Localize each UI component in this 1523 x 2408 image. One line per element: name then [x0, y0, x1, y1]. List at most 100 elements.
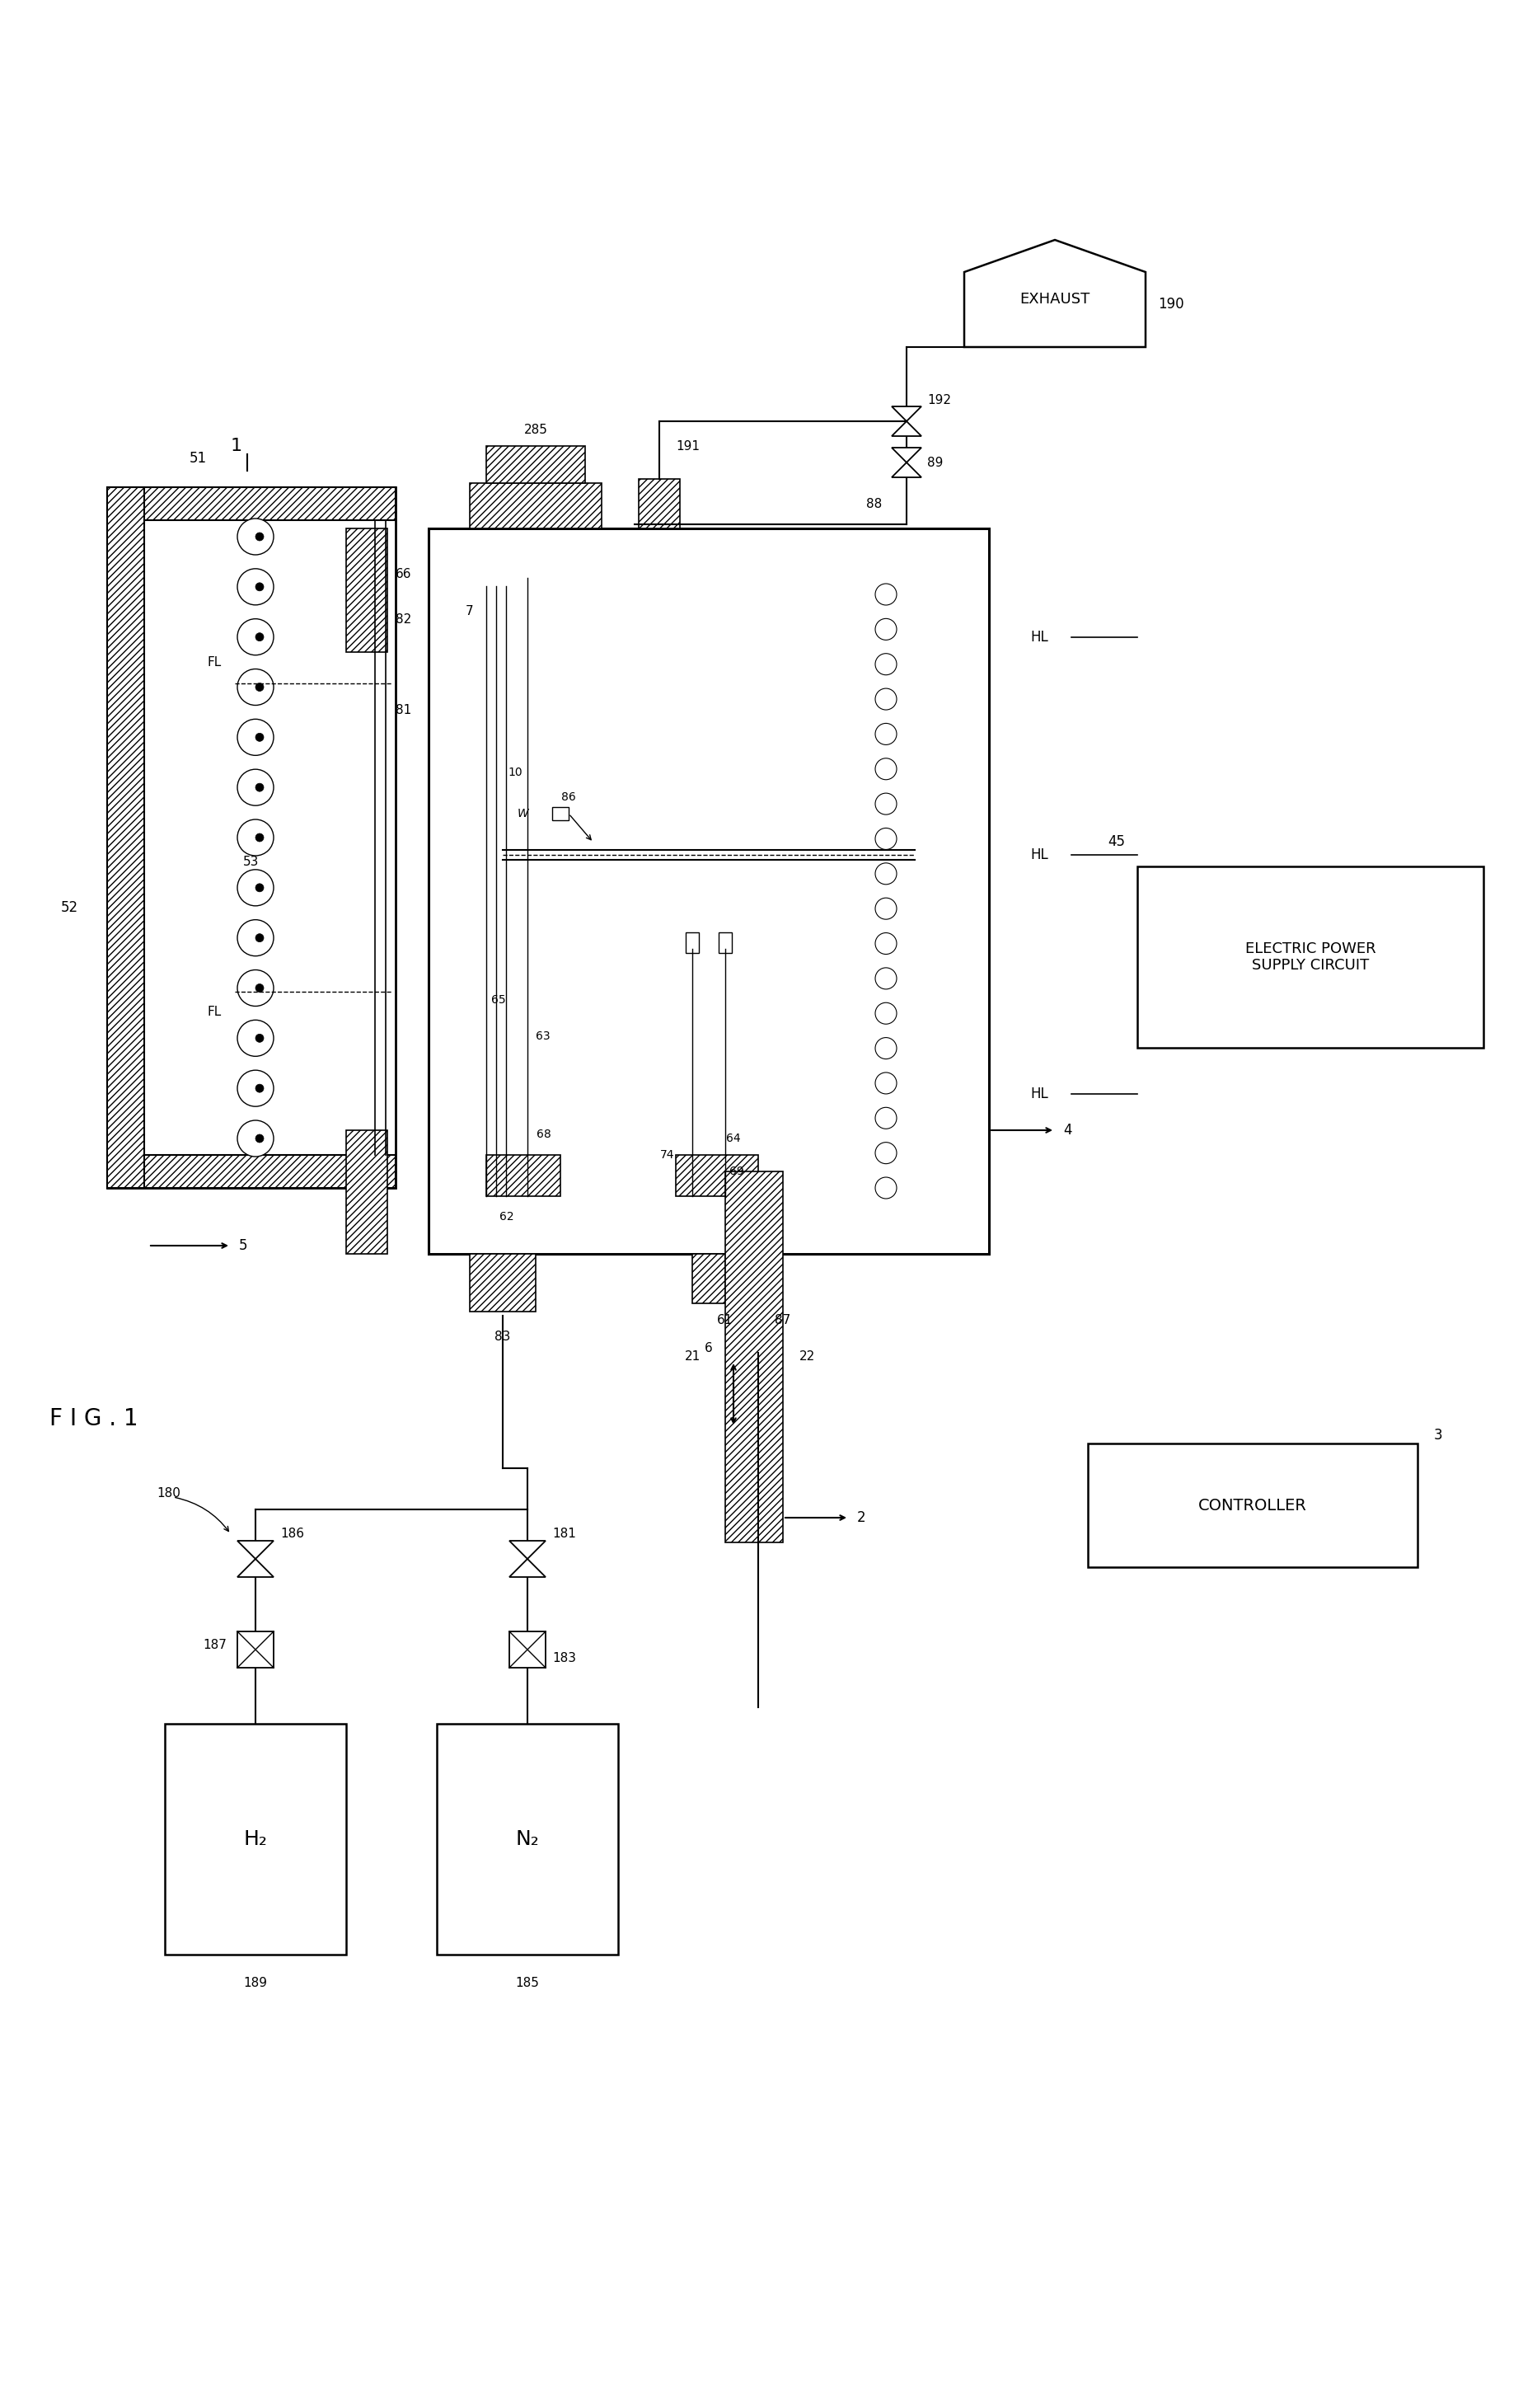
Text: 190: 190 [1157, 296, 1183, 311]
Text: 186: 186 [280, 1529, 305, 1541]
Text: 88: 88 [865, 498, 882, 510]
Bar [638, 479, 679, 527]
Bar [428, 527, 486, 653]
Circle shape [874, 862, 896, 884]
Bar [107, 486, 145, 1187]
Text: 22: 22 [800, 1351, 815, 1363]
Text: 62: 62 [500, 1211, 513, 1223]
Text: 21: 21 [684, 1351, 701, 1363]
Text: FL: FL [207, 657, 221, 669]
Text: 83: 83 [495, 1329, 510, 1344]
Circle shape [874, 1002, 896, 1023]
Bar [691, 1255, 725, 1303]
Bar [719, 932, 731, 954]
Bar [469, 484, 602, 527]
Bar [685, 932, 699, 954]
Text: 183: 183 [551, 1652, 576, 1664]
Circle shape [874, 689, 896, 710]
Circle shape [874, 828, 896, 850]
Circle shape [238, 619, 274, 655]
Circle shape [256, 1033, 263, 1043]
Circle shape [238, 1021, 274, 1057]
Text: H₂: H₂ [244, 1830, 267, 1849]
Circle shape [874, 1072, 896, 1093]
Bar [428, 1197, 988, 1255]
Circle shape [238, 1120, 274, 1156]
Bar [914, 527, 988, 1255]
Circle shape [256, 732, 263, 742]
Circle shape [238, 970, 274, 1007]
Circle shape [874, 653, 896, 674]
Text: 89: 89 [926, 455, 943, 470]
Bar [346, 1129, 387, 1255]
Text: 87: 87 [774, 1315, 790, 1327]
Text: 5: 5 [239, 1238, 248, 1252]
Circle shape [874, 1178, 896, 1199]
Text: 3: 3 [1433, 1428, 1442, 1442]
Text: 66: 66 [396, 568, 411, 580]
Bar [1136, 867, 1482, 1047]
Bar [725, 1170, 783, 1544]
Bar [509, 1633, 545, 1669]
Text: 68: 68 [536, 1129, 551, 1139]
Text: F I G . 1: F I G . 1 [49, 1406, 139, 1430]
Circle shape [874, 1108, 896, 1129]
Text: 81: 81 [396, 703, 411, 715]
Text: 52: 52 [61, 901, 78, 915]
Text: 86: 86 [560, 792, 576, 802]
Bar [469, 1255, 536, 1312]
Circle shape [874, 792, 896, 814]
Text: 285: 285 [524, 424, 547, 436]
Circle shape [238, 1069, 274, 1105]
Text: W: W [518, 809, 528, 819]
Circle shape [256, 884, 263, 891]
Polygon shape [891, 448, 921, 462]
Circle shape [238, 819, 274, 855]
Bar [428, 1129, 486, 1255]
Polygon shape [891, 407, 921, 421]
Text: N₂: N₂ [515, 1830, 539, 1849]
Bar [486, 1156, 560, 1197]
Circle shape [256, 934, 263, 942]
Text: 69: 69 [730, 1165, 743, 1178]
Circle shape [238, 518, 274, 554]
Text: 180: 180 [157, 1486, 180, 1500]
Bar [551, 807, 568, 821]
Circle shape [238, 720, 274, 756]
Circle shape [256, 1134, 263, 1141]
Text: 7: 7 [466, 604, 474, 616]
Bar [107, 1156, 396, 1187]
Circle shape [874, 898, 896, 920]
Circle shape [874, 759, 896, 780]
Bar [238, 1633, 274, 1669]
Circle shape [256, 783, 263, 792]
Text: 45: 45 [1107, 833, 1124, 850]
Text: 10: 10 [507, 766, 522, 778]
Text: 64: 64 [726, 1132, 740, 1144]
Text: 61: 61 [717, 1315, 733, 1327]
Text: 6: 6 [704, 1344, 713, 1356]
Polygon shape [238, 1558, 274, 1577]
Circle shape [256, 633, 263, 641]
Circle shape [874, 1038, 896, 1060]
Circle shape [256, 1084, 263, 1093]
Circle shape [256, 583, 263, 590]
Text: 181: 181 [551, 1529, 576, 1541]
Bar [437, 1724, 618, 1955]
Text: 2: 2 [856, 1510, 865, 1524]
Circle shape [256, 532, 263, 542]
Polygon shape [509, 1541, 545, 1558]
Text: 82: 82 [396, 614, 411, 626]
Text: 189: 189 [244, 1977, 268, 1989]
Bar [346, 527, 387, 653]
Text: 63: 63 [536, 1031, 550, 1043]
Polygon shape [891, 462, 921, 477]
Bar [164, 1724, 346, 1955]
Circle shape [238, 568, 274, 604]
Text: ELECTRIC POWER
SUPPLY CIRCUIT: ELECTRIC POWER SUPPLY CIRCUIT [1244, 942, 1375, 973]
Text: 4: 4 [1063, 1122, 1071, 1137]
Polygon shape [891, 421, 921, 436]
Circle shape [238, 869, 274, 905]
Bar [107, 486, 396, 1187]
Text: HL: HL [1030, 1086, 1048, 1103]
